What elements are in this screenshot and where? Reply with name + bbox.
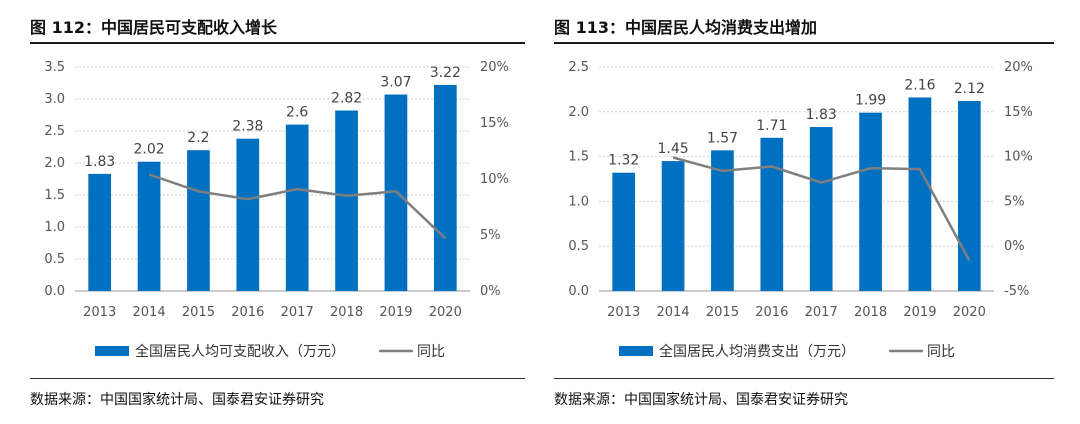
bar-data-label: 1.57 xyxy=(707,130,738,146)
y-right-tick-label: -5% xyxy=(1004,284,1029,299)
x-tick-label: 2019 xyxy=(379,305,412,320)
legend-label-bar: 全国居民人均消费支出（万元） xyxy=(659,343,855,360)
bar-data-label: 3.07 xyxy=(380,75,411,91)
x-tick-label: 2015 xyxy=(706,305,739,320)
legend-label-line: 同比 xyxy=(927,344,955,360)
x-tick-label: 2020 xyxy=(953,305,986,320)
y-left-tick-label: 0.5 xyxy=(44,252,65,267)
bar xyxy=(809,127,833,291)
source-right: 数据来源：中国国家统计局、国泰君安证券研究 xyxy=(554,392,848,408)
y-left-tick-label: 3.5 xyxy=(44,60,65,75)
y-right-tick-label: 0% xyxy=(480,284,501,299)
bar-data-label: 3.22 xyxy=(430,65,461,81)
bar-data-label: 1.45 xyxy=(657,141,688,157)
y-right-tick-label: 0% xyxy=(1004,239,1025,254)
y-right-tick-label: 20% xyxy=(480,60,509,75)
y-left-tick-label: 0.0 xyxy=(44,284,65,299)
legend-label-bar: 全国居民人均可支配收入（万元） xyxy=(135,343,345,360)
bar-data-label: 1.32 xyxy=(608,153,639,169)
x-tick-label: 2016 xyxy=(755,305,788,320)
y-right-tick-label: 15% xyxy=(480,116,509,131)
bar xyxy=(285,124,309,291)
line-series-yoy xyxy=(672,156,971,262)
legend-swatch-bar xyxy=(619,346,653,356)
bar xyxy=(187,150,210,291)
bar xyxy=(88,173,112,291)
x-tick-label: 2014 xyxy=(657,305,690,320)
x-tick-label: 2016 xyxy=(231,305,264,320)
bar xyxy=(137,161,161,291)
bar xyxy=(236,138,260,291)
x-tick-label: 2017 xyxy=(281,305,314,320)
bar-data-label: 2.82 xyxy=(331,91,362,107)
x-tick-label: 2013 xyxy=(83,305,116,320)
source-rule-right xyxy=(554,378,1054,379)
y-left-tick-label: 2.0 xyxy=(44,156,65,171)
y-right-tick-label: 15% xyxy=(1004,105,1033,120)
line-series-yoy xyxy=(148,173,447,240)
bar-data-label: 2.2 xyxy=(187,130,209,146)
y-right-tick-label: 20% xyxy=(1004,60,1033,75)
bar-data-label: 1.83 xyxy=(84,154,115,170)
bar-data-label: 1.99 xyxy=(855,93,886,109)
y-left-tick-label: 2.5 xyxy=(568,60,589,75)
bar-data-label: 2.6 xyxy=(286,105,308,121)
chart-right: 0.0 0.5 1.0 1.5 2.0 2.5 -5% 0% 5% 10% 15% 20% 1.32 20… xyxy=(568,60,1033,360)
bar-data-label: 1.83 xyxy=(806,107,837,123)
bar xyxy=(661,161,685,291)
title-rule-left xyxy=(30,42,525,44)
x-tick-label: 2015 xyxy=(182,305,215,320)
source-left: 数据来源：中国国家统计局、国泰君安证券研究 xyxy=(30,392,324,408)
chart-title-left: 图 112：中国居民可支配收入增长 xyxy=(30,18,277,37)
x-tick-label: 2014 xyxy=(133,305,166,320)
bar-data-label: 2.12 xyxy=(954,81,985,97)
bar-data-label: 2.16 xyxy=(904,77,935,93)
chart-title-right: 图 113：中国居民人均消费支出增加 xyxy=(554,18,817,37)
y-left-tick-label: 0.0 xyxy=(568,284,589,299)
y-left-tick-label: 1.0 xyxy=(44,220,65,235)
source-rule-left xyxy=(30,378,525,379)
y-right-tick-label: 5% xyxy=(1004,194,1025,209)
title-rule-right xyxy=(554,42,1054,44)
bar xyxy=(335,110,358,291)
bar-data-label: 1.71 xyxy=(756,118,787,134)
y-right-tick-label: 5% xyxy=(480,228,501,243)
bar xyxy=(433,84,457,291)
x-tick-label: 2019 xyxy=(903,305,936,320)
x-tick-label: 2018 xyxy=(854,305,887,320)
bar xyxy=(908,97,932,291)
bar xyxy=(760,137,784,291)
legend-swatch-bar xyxy=(95,346,129,356)
y-left-tick-label: 0.5 xyxy=(568,239,589,254)
x-tick-label: 2013 xyxy=(607,305,640,320)
bar-data-label: 2.02 xyxy=(133,142,164,158)
bar-data-label: 2.38 xyxy=(232,119,263,135)
bar xyxy=(859,112,882,291)
x-tick-label: 2017 xyxy=(805,305,838,320)
y-left-tick-label: 3.0 xyxy=(44,92,65,107)
bar xyxy=(711,150,734,291)
y-left-tick-label: 2.0 xyxy=(568,105,589,120)
y-right-tick-label: 10% xyxy=(1004,150,1033,165)
chart-left: 0.0 0.5 1.0 1.5 2.0 2.5 3.0 3.5 0% 5% 10% 15% 20% 1.8… xyxy=(44,60,509,360)
bar xyxy=(612,172,636,291)
y-left-tick-label: 1.0 xyxy=(568,194,589,209)
y-left-tick-label: 2.5 xyxy=(44,124,65,139)
x-tick-label: 2018 xyxy=(330,305,363,320)
bar xyxy=(957,101,981,291)
legend-label-line: 同比 xyxy=(417,344,445,360)
y-right-tick-label: 10% xyxy=(480,172,509,187)
x-tick-label: 2020 xyxy=(429,305,462,320)
y-left-tick-label: 1.5 xyxy=(44,188,65,203)
y-left-tick-label: 1.5 xyxy=(568,150,589,165)
